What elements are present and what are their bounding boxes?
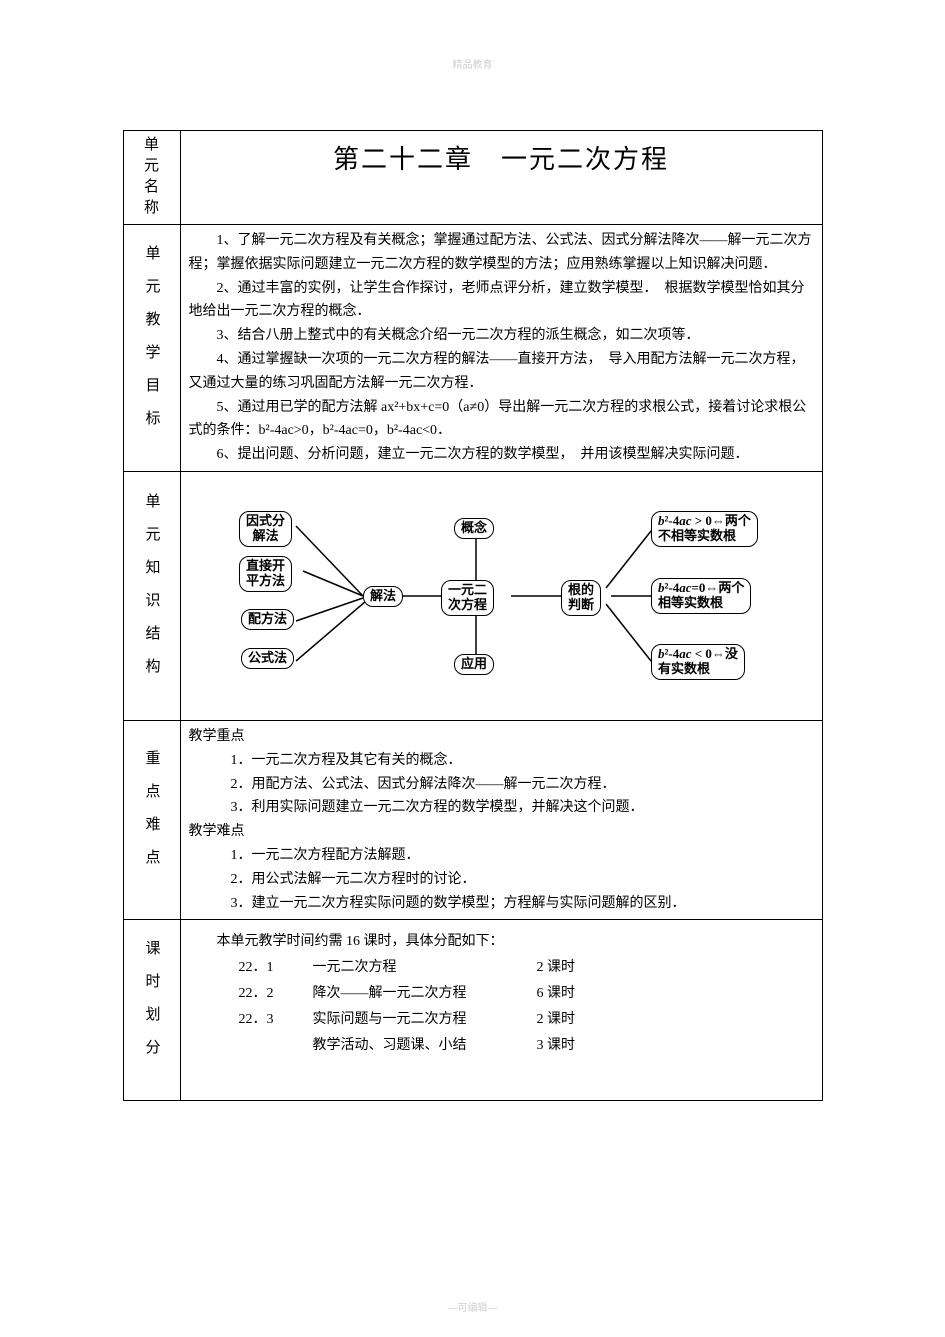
schedule-content: 本单元教学时间约需 16 课时，具体分配如下： 22．1 一元二次方程 2 课时… [180, 920, 822, 1101]
label-unit-name: 单元名称 [123, 131, 180, 225]
schedule-intro: 本单元教学时间约需 16 课时，具体分配如下： [189, 930, 814, 954]
watermark-bottom: ---可编辑--- [0, 1301, 945, 1317]
goal-item: 5、通过用已学的配方法解 ax²+bx+c=0（a≠0）导出解一元二次方程的求根… [189, 396, 814, 444]
schedule-table: 22．1 一元二次方程 2 课时 22．2 降次——解一元二次方程 6 课时 2… [231, 954, 584, 1059]
concept-map: 因式分解法 直接开平方法 配方法 公式法 解法 一元二次方程 概念 应用 根的判… [191, 496, 811, 696]
node-center: 一元二次方程 [441, 580, 494, 616]
node-completing-square: 配方法 [241, 609, 294, 630]
node-root-judge: 根的判断 [561, 580, 601, 616]
node-concept: 概念 [454, 518, 494, 539]
row-title: 单元名称 第二十二章 一元二次方程 [123, 131, 822, 225]
keypt1-item: 1．一元二次方程及其它有关的概念． [231, 749, 814, 773]
node-application: 应用 [454, 654, 494, 675]
keypts-heading1: 教学重点 [189, 725, 814, 749]
node-discriminant-pos: b²-4ac > 0⇔两个不相等实数根 [651, 511, 758, 547]
node-discriminant-neg: b²-4ac < 0⇔没有实数根 [651, 644, 745, 680]
label-schedule: 课时划分 [123, 920, 180, 1101]
lesson-plan-table: 单元名称 第二十二章 一元二次方程 单元教学目标 1、了解一元二次方程及有关概念… [123, 130, 823, 1101]
goal-item: 2、通过丰富的实例，让学生合作探讨，老师点评分析，建立数学模型． 根据数学模型恰… [189, 277, 814, 325]
node-direct-sqrt: 直接开平方法 [239, 556, 292, 592]
keypt1-item: 3．利用实际问题建立一元二次方程的数学模型，并解决这个问题． [231, 796, 814, 820]
schedule-row: 22．3 实际问题与一元二次方程 2 课时 [233, 1008, 582, 1032]
goal-item: 6、提出问题、分析问题，建立一元二次方程的数学模型， 并用该模型解决实际问题． [189, 443, 814, 467]
label-structure: 单元知识结构 [123, 472, 180, 721]
schedule-row: 22．2 降次——解一元二次方程 6 课时 [233, 982, 582, 1006]
node-formula: 公式法 [241, 648, 294, 669]
keypt2-item: 1．一元二次方程配方法解题． [231, 844, 814, 868]
watermark-top: 精品教育 [0, 58, 945, 74]
node-methods: 解法 [363, 586, 403, 607]
page: 精品教育 单元名称 第二十二章 一元二次方程 单元教学目标 1、了解一元二次方程… [0, 0, 945, 1337]
structure-content: 因式分解法 直接开平方法 配方法 公式法 解法 一元二次方程 概念 应用 根的判… [180, 472, 822, 721]
goals-content: 1、了解一元二次方程及有关概念；掌握通过配方法、公式法、因式分解法降次——解一元… [180, 225, 822, 472]
chapter-title: 第二十二章 一元二次方程 [180, 131, 822, 225]
schedule-row: 22．1 一元二次方程 2 课时 [233, 956, 582, 980]
goal-item: 4、通过掌握缺一次项的一元二次方程的解法——直接开方法， 导入用配方法解一元二次… [189, 348, 814, 396]
goal-item: 1、了解一元二次方程及有关概念；掌握通过配方法、公式法、因式分解法降次——解一元… [189, 229, 814, 277]
node-factoring: 因式分解法 [239, 511, 292, 547]
keypoints-content: 教学重点 1．一元二次方程及其它有关的概念． 2．用配方法、公式法、因式分解法降… [180, 721, 822, 920]
row-structure: 单元知识结构 [123, 472, 822, 721]
goal-item: 3、结合八册上整式中的有关概念介绍一元二次方程的派生概念，如二次项等． [189, 324, 814, 348]
label-goals: 单元教学目标 [123, 225, 180, 472]
row-keypoints: 重点难点 教学重点 1．一元二次方程及其它有关的概念． 2．用配方法、公式法、因… [123, 721, 822, 920]
node-discriminant-zero: b²-4ac=0⇔两个相等实数根 [651, 578, 751, 614]
keypt2-item: 3．建立一元二次方程实际问题的数学模型；方程解与实际问题解的区别． [231, 892, 814, 916]
keypt1-item: 2．用配方法、公式法、因式分解法降次——解一元二次方程． [231, 773, 814, 797]
schedule-row: 教学活动、习题课、小结 3 课时 [233, 1034, 582, 1058]
row-schedule: 课时划分 本单元教学时间约需 16 课时，具体分配如下： 22．1 一元二次方程… [123, 920, 822, 1101]
row-goals: 单元教学目标 1、了解一元二次方程及有关概念；掌握通过配方法、公式法、因式分解法… [123, 225, 822, 472]
keypt2-item: 2．用公式法解一元二次方程时的讨论． [231, 868, 814, 892]
keypts-heading2: 教学难点 [189, 820, 814, 844]
label-keypoints: 重点难点 [123, 721, 180, 920]
